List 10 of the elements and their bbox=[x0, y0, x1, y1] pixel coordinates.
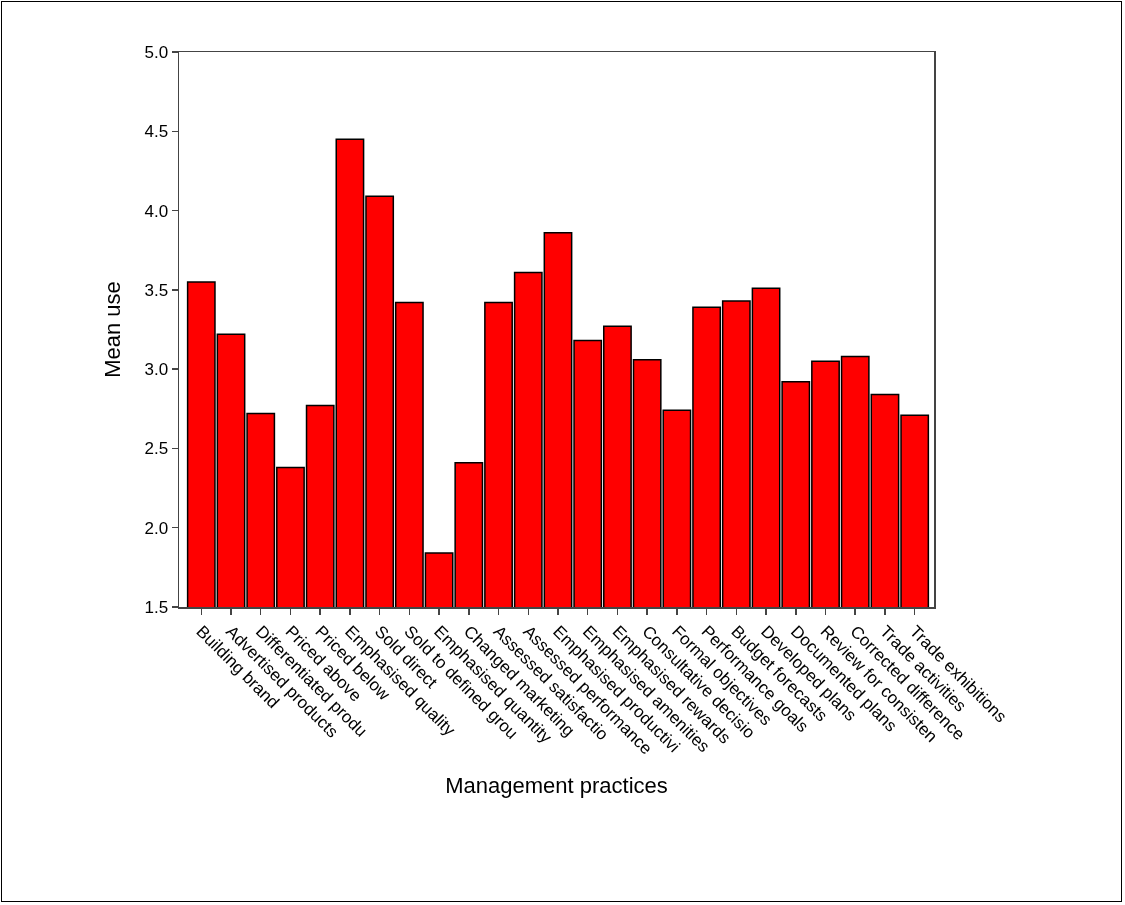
x-axis-title: Management practices bbox=[445, 772, 668, 798]
y-tick-label: 4.0 bbox=[144, 201, 169, 221]
y-tick-label: 5.0 bbox=[144, 42, 169, 62]
y-tick-label: 3.0 bbox=[144, 360, 169, 380]
y-axis-title: Mean use bbox=[99, 281, 125, 378]
y-tick-label: 2.0 bbox=[144, 518, 169, 538]
y-tick-label: 3.5 bbox=[144, 280, 169, 300]
y-tick-label: 4.5 bbox=[144, 122, 169, 142]
y-tick-label: 1.5 bbox=[144, 597, 169, 617]
y-tick-label: 2.5 bbox=[144, 439, 169, 459]
